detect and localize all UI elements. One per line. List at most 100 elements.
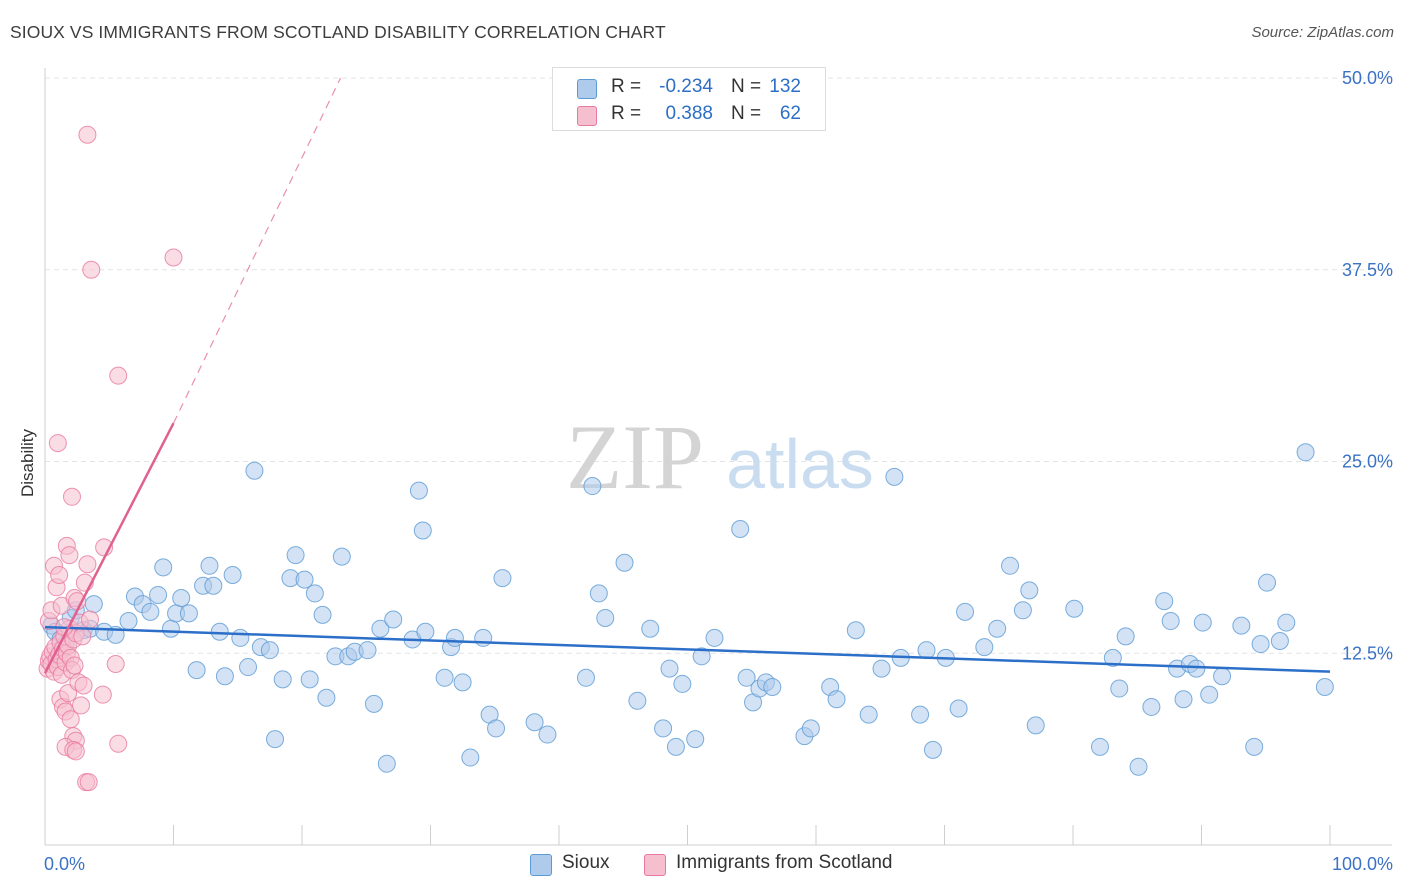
sioux-point: [1001, 556, 1020, 575]
legend-swatch-scotland: [644, 854, 666, 876]
sioux-point: [628, 691, 647, 710]
sioux-point: [1116, 627, 1135, 646]
sioux-point: [1026, 716, 1045, 735]
sioux-trend-line: [44, 625, 1331, 673]
sioux-point: [525, 713, 544, 732]
scotland-point: [109, 366, 128, 385]
scotland-point: [50, 566, 69, 585]
sioux-point: [731, 519, 750, 538]
sioux-point: [1110, 679, 1129, 698]
legend-r-label: R =: [611, 76, 642, 97]
scotland-point: [74, 676, 93, 695]
sioux-point: [364, 694, 383, 713]
sioux-point: [223, 566, 242, 585]
sioux-point: [413, 521, 432, 540]
scotland-point: [71, 696, 90, 715]
sioux-point: [956, 602, 975, 621]
sioux-point: [358, 641, 377, 660]
sioux-point: [200, 556, 219, 575]
legend-n-label: N =: [731, 76, 762, 97]
sioux-point: [154, 558, 173, 577]
sioux-point: [705, 628, 724, 647]
sioux-point: [975, 638, 994, 657]
sioux-point: [179, 604, 198, 623]
grid-lines: [45, 77, 1392, 654]
sioux-point: [161, 619, 180, 638]
sioux-point: [141, 602, 160, 621]
sioux-point: [673, 674, 692, 693]
scotland-point: [109, 734, 128, 753]
x-tick-label: 0.0%: [44, 854, 85, 874]
sioux-point: [453, 673, 472, 692]
sioux-point: [461, 748, 480, 767]
sioux-point: [589, 584, 608, 603]
tick-labels: 12.5% 25.0% 37.5% 50.0% 0.0% 100.0%: [44, 68, 1393, 874]
sioux-point: [660, 659, 679, 678]
sioux-point: [596, 608, 615, 627]
sioux-point: [273, 670, 292, 689]
sioux-point: [846, 621, 865, 640]
sioux-point: [1161, 612, 1180, 631]
sioux-point: [384, 610, 403, 629]
legend-swatch-sioux: [577, 79, 597, 99]
sioux-point: [1232, 616, 1251, 635]
sioux-point: [1187, 659, 1206, 678]
scotland-point: [66, 742, 85, 761]
scotland-point: [62, 487, 81, 506]
scotland-point: [65, 656, 84, 675]
sioux-point: [172, 589, 191, 608]
legend-n-label: N =: [731, 103, 762, 124]
sioux-point: [666, 737, 685, 756]
sioux-point: [763, 677, 782, 696]
sioux-point: [576, 668, 595, 687]
sioux-point: [409, 481, 428, 500]
watermark-atlas: atlas: [726, 425, 874, 503]
sioux-point: [305, 584, 324, 603]
chart-title: SIOUX VS IMMIGRANTS FROM SCOTLAND DISABI…: [10, 22, 666, 42]
sioux-point: [1296, 443, 1315, 462]
sioux-point: [885, 467, 904, 486]
sioux-point: [1013, 601, 1032, 620]
sioux-point: [239, 658, 258, 677]
sioux-point: [332, 547, 351, 566]
y-axis-label: Disability: [18, 428, 37, 497]
sioux-point: [1103, 648, 1122, 667]
sioux-point: [313, 605, 332, 624]
sioux-point: [801, 719, 820, 738]
sioux-point: [949, 699, 968, 718]
sioux-point: [119, 612, 138, 631]
sioux-point: [215, 667, 234, 686]
series-scotland-points: [38, 125, 183, 792]
sioux-point: [1193, 613, 1212, 632]
sioux-point: [317, 688, 336, 707]
scotland-point: [93, 685, 112, 704]
legend-r-value: -0.234: [659, 76, 713, 97]
scotland-point: [48, 434, 67, 453]
sioux-point: [493, 569, 512, 588]
correlation-legend: R = -0.234 N = 132 R = 0.388 N = 62: [552, 67, 826, 131]
sioux-point: [435, 668, 454, 687]
x-tick-label: 100.0%: [1332, 854, 1393, 874]
scotland-point: [164, 248, 183, 267]
sioux-point: [1245, 737, 1264, 756]
sioux-point: [827, 690, 846, 709]
scotland-point: [80, 610, 99, 629]
legend-n-value: 132: [769, 76, 801, 97]
legend-swatch-scotland: [577, 106, 597, 126]
sioux-point: [487, 719, 506, 738]
legend-label-scotland: Immigrants from Scotland: [676, 852, 893, 873]
scotland-trend-extension: [172, 77, 342, 424]
axes: [44, 68, 1392, 846]
sioux-point: [245, 461, 264, 480]
legend-r-value: 0.388: [665, 103, 713, 124]
sioux-point: [260, 641, 279, 660]
sioux-point: [1155, 592, 1174, 611]
sioux-point: [187, 661, 206, 680]
legend-row-sioux: R = -0.234 N = 132: [553, 73, 825, 101]
sioux-point: [615, 553, 634, 572]
sioux-point: [641, 619, 660, 638]
sioux-point: [686, 730, 705, 749]
sioux-point: [538, 725, 557, 744]
sioux-point: [266, 730, 285, 749]
sioux-point: [84, 595, 103, 614]
